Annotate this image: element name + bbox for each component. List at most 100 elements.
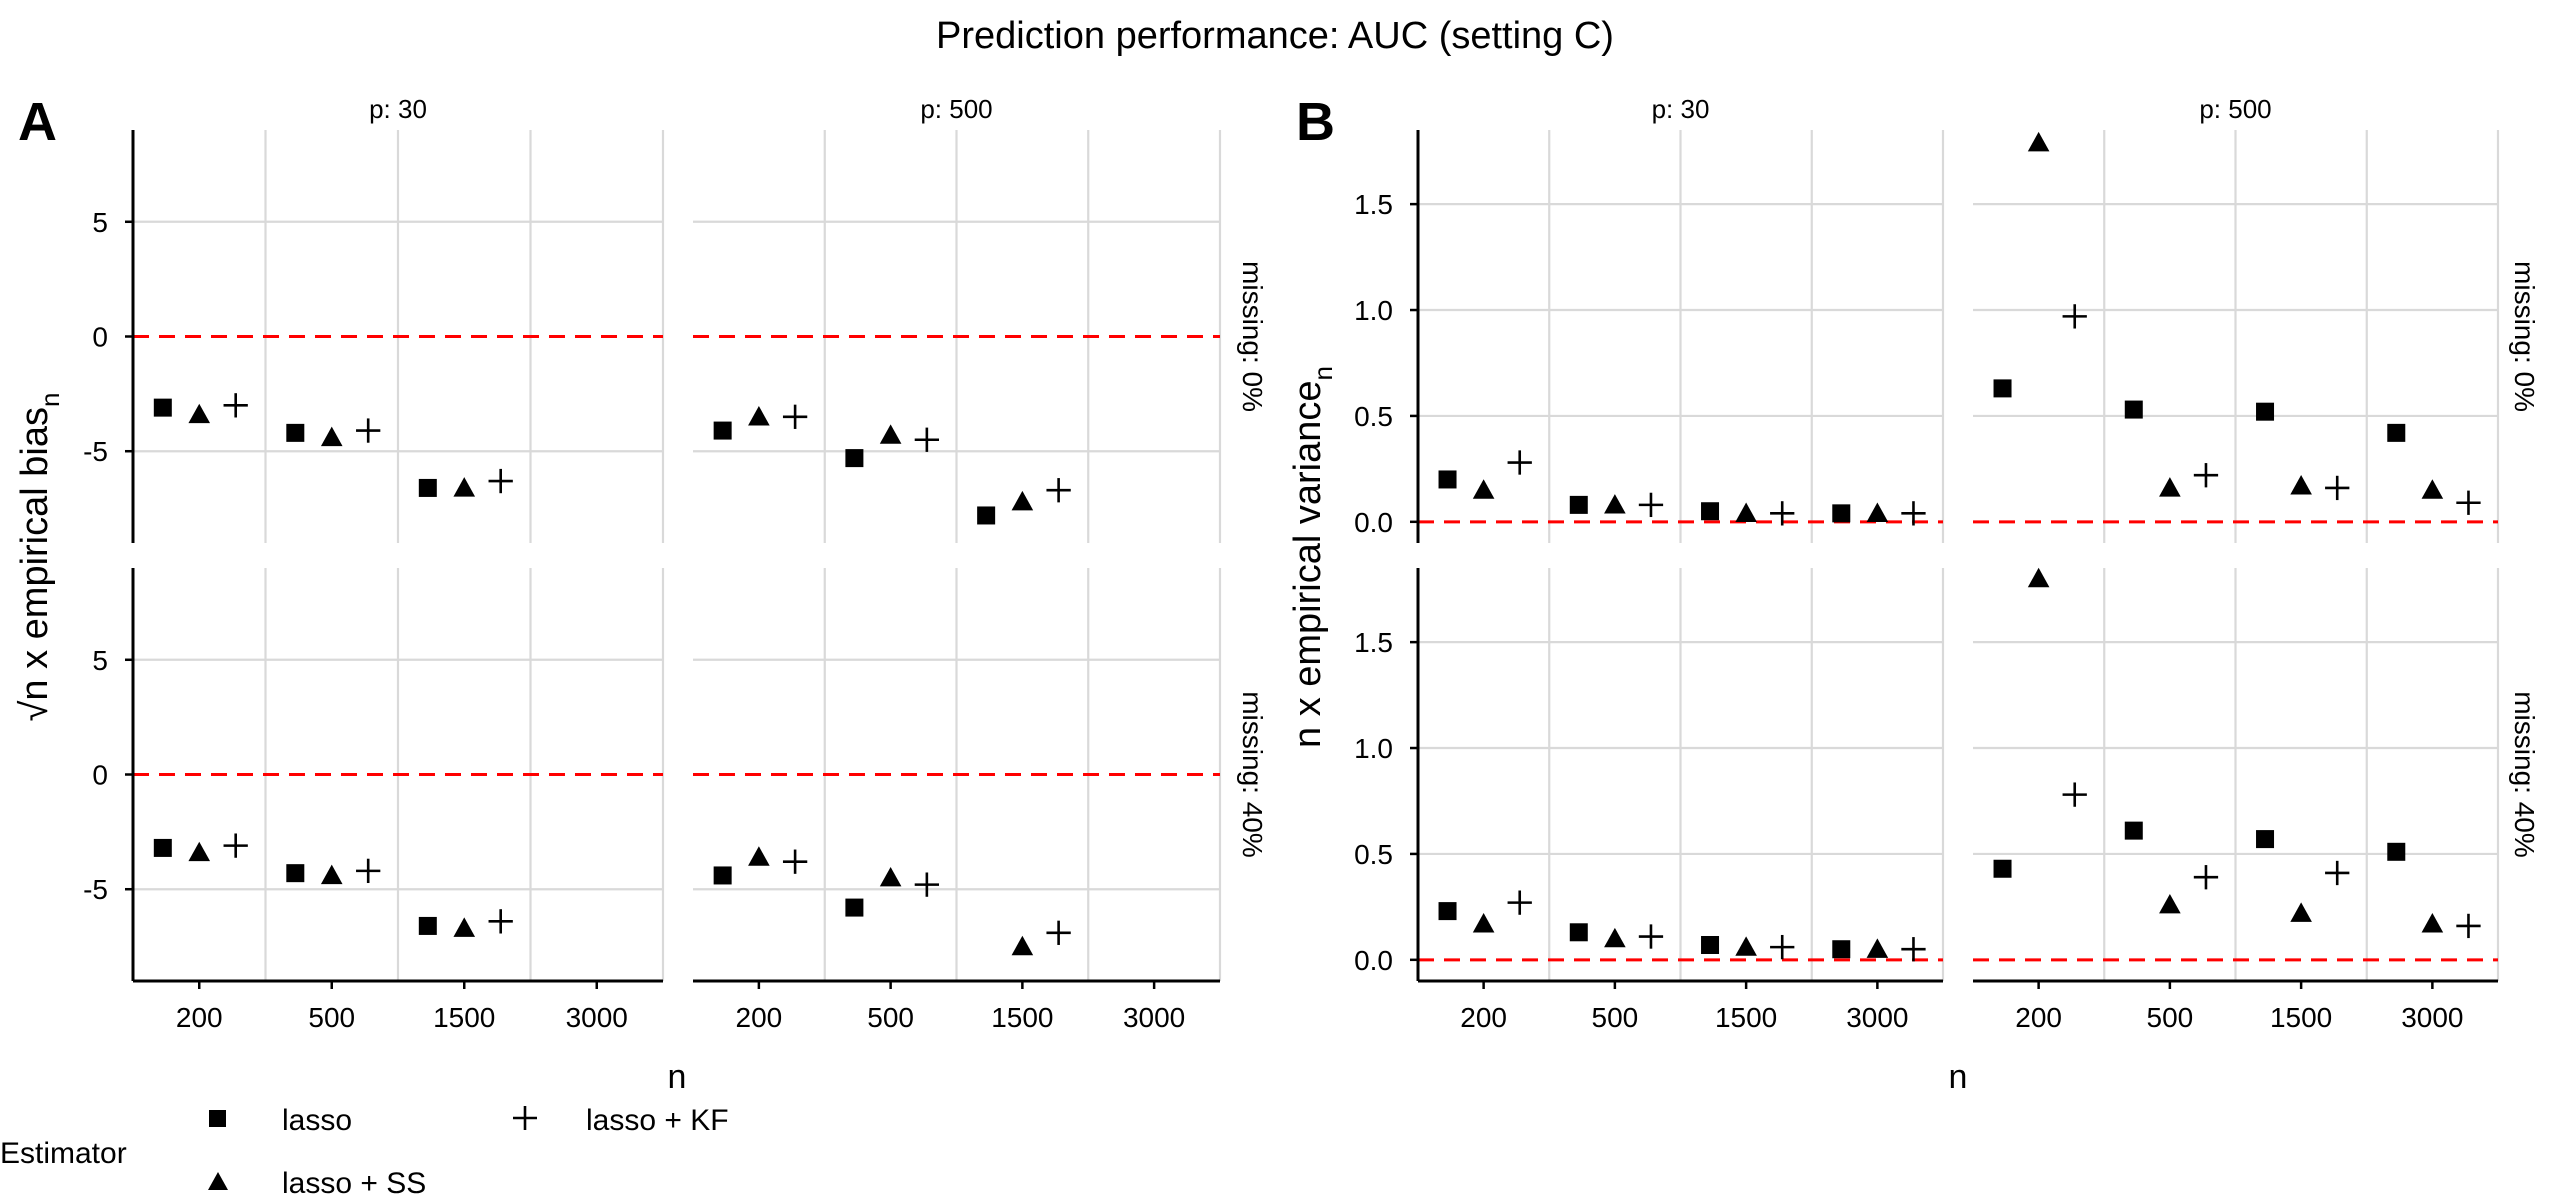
facet-column-label: p: 500 xyxy=(2199,94,2271,124)
point-lasso-kf xyxy=(1770,934,1795,960)
facet-cell xyxy=(693,130,1222,543)
x-tick-label: 3000 xyxy=(566,1002,628,1033)
y-tick-label: 1.0 xyxy=(1354,295,1393,326)
y-tick-label: 0.5 xyxy=(1354,839,1393,870)
x-tick-label: 200 xyxy=(736,1002,783,1033)
point-lasso-ss xyxy=(2290,475,2312,495)
facet-cell: 0.0 0.5 1.0 1.5 xyxy=(1354,130,1945,543)
point-lasso-kf xyxy=(1901,501,1926,526)
point-lasso-ss xyxy=(2159,477,2181,497)
legend-lasso-ss-triangle-icon xyxy=(208,1172,228,1190)
point-lasso-kf xyxy=(223,393,248,418)
point-lasso-ss xyxy=(748,846,770,866)
point-lasso xyxy=(2256,402,2275,421)
point-lasso-kf xyxy=(2456,913,2481,939)
point-lasso-ss xyxy=(453,477,476,497)
x-tick-label: 3000 xyxy=(1846,1002,1908,1033)
point-lasso-kf xyxy=(2062,304,2087,329)
y-tick-label: 1.0 xyxy=(1354,733,1393,764)
point-lasso-ss xyxy=(879,866,902,887)
facet-cell: -5 0 5 xyxy=(83,130,665,543)
point-lasso xyxy=(2124,400,2143,419)
x-tick-label: 3000 xyxy=(1123,1002,1185,1033)
point-lasso-ss xyxy=(748,406,770,426)
point-lasso-ss xyxy=(1866,938,1889,958)
point-lasso-kf xyxy=(782,404,808,429)
point-lasso-kf xyxy=(914,872,940,897)
panel-tag: B xyxy=(1296,92,1335,152)
point-lasso-ss xyxy=(1472,479,1495,499)
point-lasso-ss xyxy=(2421,479,2444,499)
legend-label-lasso-ss: lasso + SS xyxy=(282,1167,426,1200)
point-lasso-kf xyxy=(1901,937,1926,962)
y-axis-title-subscript: n xyxy=(1308,366,1338,380)
facet-row-label: missing: 0% xyxy=(1237,261,1268,412)
x-tick-label: 500 xyxy=(867,1002,914,1033)
legend-label-lasso-kf: lasso + KF xyxy=(586,1104,729,1137)
x-axis-title: n xyxy=(1949,1058,1968,1096)
point-lasso-ss xyxy=(1011,935,1034,956)
point-lasso xyxy=(286,423,305,442)
point-lasso-ss xyxy=(188,841,211,862)
point-lasso-ss xyxy=(1604,494,1626,514)
panel-tag: A xyxy=(18,92,57,152)
x-tick-label: 1500 xyxy=(2270,1002,2332,1033)
point-lasso xyxy=(1569,495,1588,514)
point-lasso xyxy=(845,449,864,468)
y-tick-label: -5 xyxy=(83,874,108,905)
point-lasso-kf xyxy=(356,858,381,884)
point-lasso xyxy=(1993,859,2012,878)
y-tick-label: 0.5 xyxy=(1354,401,1393,432)
point-lasso-kf xyxy=(1046,478,1071,503)
point-lasso xyxy=(1569,923,1588,942)
y-tick-label: 0.0 xyxy=(1354,507,1393,538)
point-lasso xyxy=(153,838,172,857)
point-lasso xyxy=(977,506,996,525)
point-lasso-ss xyxy=(2027,567,2050,588)
point-lasso xyxy=(2387,842,2406,861)
point-lasso-kf xyxy=(2193,463,2219,488)
y-tick-label: 5 xyxy=(92,207,108,238)
point-lasso-kf xyxy=(488,909,513,934)
facet-cell: 200 500 1500 3000 xyxy=(1973,567,2500,1033)
facet-row-label: missing: 0% xyxy=(2509,261,2540,412)
legend-lasso-kf-plus-icon xyxy=(513,1106,537,1130)
point-lasso-kf xyxy=(1507,890,1532,915)
point-lasso-kf xyxy=(914,427,940,452)
y-tick-label: 0 xyxy=(92,322,108,353)
point-lasso xyxy=(1993,379,2012,398)
x-tick-label: 200 xyxy=(1460,1002,1507,1033)
point-lasso xyxy=(2256,830,2275,849)
point-lasso-kf xyxy=(1638,492,1664,518)
y-axis-title: √n x empirical biasn xyxy=(14,393,65,722)
x-tick-label: 1500 xyxy=(433,1002,495,1033)
x-tick-label: 500 xyxy=(308,1002,355,1033)
point-lasso xyxy=(153,398,172,417)
legend: Estimator lasso lasso + SS lasso + KF xyxy=(0,1104,729,1200)
facet-cell: 0.0 0.5 1.0 1.5 200 500 1500 3000 xyxy=(1354,568,1945,1033)
x-tick-label: 3000 xyxy=(2401,1002,2463,1033)
y-tick-label: 1.5 xyxy=(1354,189,1393,220)
point-lasso-ss xyxy=(1866,502,1889,522)
y-axis-title-subscript: n xyxy=(35,393,65,407)
point-lasso-kf xyxy=(1638,924,1664,949)
facet-row-label: missing: 40% xyxy=(2509,691,2540,858)
y-axis-title-main: √n x empirical bias xyxy=(14,407,56,721)
facet-cell: 200 500 1500 3000 xyxy=(693,568,1222,1033)
x-axis-title: n xyxy=(668,1058,687,1096)
point-lasso-ss xyxy=(1011,490,1034,511)
point-lasso-ss xyxy=(1735,502,1757,522)
point-lasso-ss xyxy=(2290,902,2312,922)
point-lasso-kf xyxy=(2325,475,2350,501)
y-axis-title: n x empirical variancen xyxy=(1287,366,1338,748)
point-lasso-kf xyxy=(1507,450,1532,475)
point-lasso-ss xyxy=(2027,131,2050,152)
x-tick-label: 1500 xyxy=(1715,1002,1777,1033)
facet-cell: -5 0 5 200 500 1500 3000 xyxy=(83,568,665,1033)
y-tick-label: 1.5 xyxy=(1354,627,1393,658)
point-lasso-ss xyxy=(1472,913,1495,933)
point-lasso-ss xyxy=(1604,927,1626,948)
facet-row-label: missing: 40% xyxy=(1237,691,1268,858)
